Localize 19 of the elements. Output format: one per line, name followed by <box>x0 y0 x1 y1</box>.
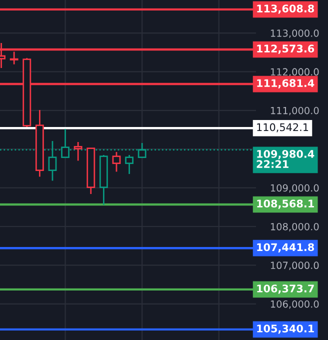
ref-line-label: 108,568.1 <box>257 200 314 209</box>
ref-line-label: 107,441.8 <box>257 243 314 252</box>
y-tick-label: 111,000.0 <box>270 106 319 116</box>
ref-line-label: 110,542.1 <box>257 123 308 132</box>
ref-line-label: 105,340.1 <box>257 324 314 334</box>
y-tick-label: 109,000.0 <box>270 184 319 193</box>
ref-line-label: 111,681.4 <box>257 79 314 88</box>
ref-line-label: 109,980.4 22:21 <box>256 150 314 168</box>
y-tick-label: 112,000.0 <box>270 68 319 77</box>
y-tick-label: 107,000.0 <box>270 262 319 270</box>
candlestick <box>125 154 134 175</box>
y-tick-label: 113,000.0 <box>270 29 319 38</box>
ref-line-label: 106,373.7 <box>257 284 314 294</box>
candlestick <box>74 141 82 162</box>
ref-line-label: 112,573.6 <box>257 44 314 54</box>
ref-line-label: 113,608.8 <box>257 4 314 14</box>
candlestick <box>112 151 121 172</box>
y-tick-label: 106,000.0 <box>270 300 319 309</box>
y-tick-label: 108,000.0 <box>270 222 319 232</box>
